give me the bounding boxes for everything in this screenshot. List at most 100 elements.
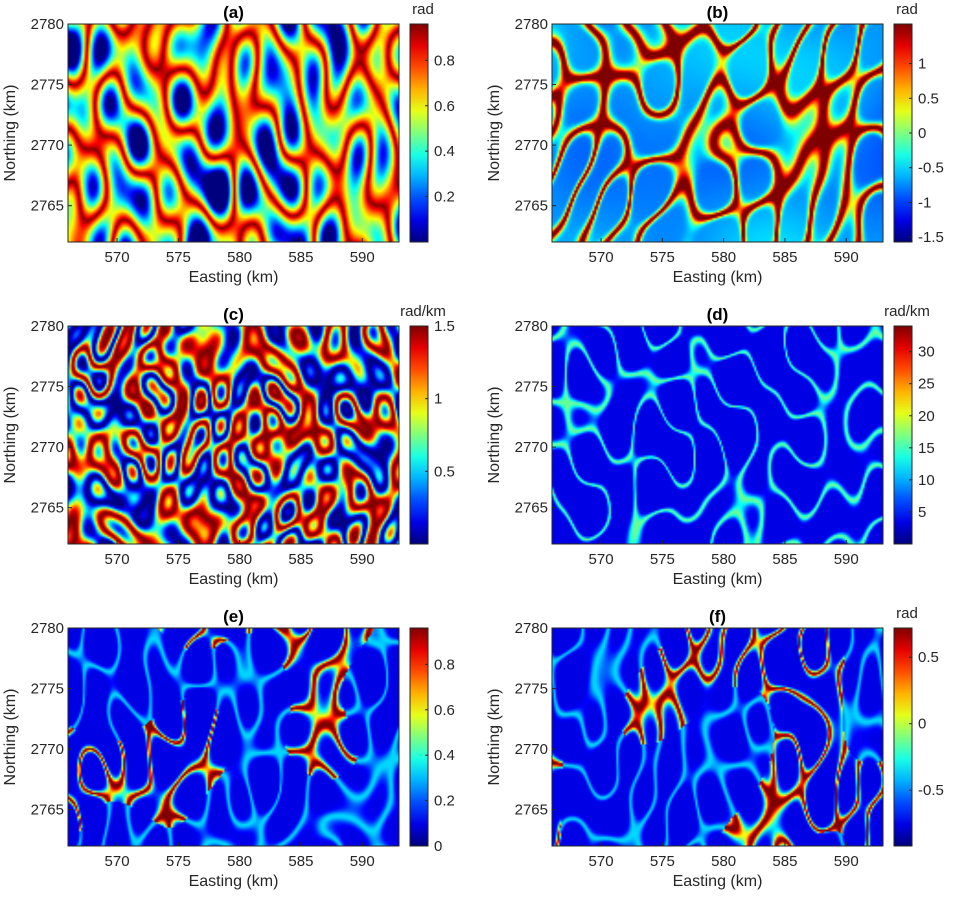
y-tick-label: 2770	[31, 137, 64, 154]
x-tick-label: 585	[288, 551, 313, 568]
x-tick-label: 585	[288, 853, 313, 870]
colorbar-tick-label: 0.8	[434, 52, 455, 69]
axes-box	[67, 23, 400, 243]
axes-box	[551, 627, 884, 847]
colorbar-tick-label: 25	[918, 376, 935, 393]
colorbar-tick-label: 0.4	[434, 143, 455, 160]
colorbar-tick-label: 0.6	[434, 98, 455, 115]
y-axis-label: Northing (km)	[2, 689, 19, 786]
chart-b: 570 575 580 585 590 2765 2770 2775 2780 (b) Eastin…	[486, 1, 944, 286]
colorbar-unit-label: rad	[412, 1, 434, 18]
colorbar-unit-label: rad	[896, 1, 918, 18]
chart-title: (b)	[707, 3, 729, 22]
x-tick-label: 575	[650, 551, 675, 568]
x-tick-label: 570	[105, 551, 130, 568]
y-tick-label: 2780	[515, 318, 548, 335]
x-tick-label: 580	[227, 249, 252, 266]
y-tick-label: 2765	[31, 802, 64, 819]
colorbar-tick-label: 1	[434, 391, 442, 408]
x-tick-label: 570	[589, 551, 614, 568]
y-tick-label: 2765	[515, 198, 548, 215]
x-axis-label: Easting (km)	[189, 873, 279, 890]
chart-f: 570 575 580 585 590 2765 2770 2775 2780 (f) Eastin…	[486, 605, 944, 890]
y-tick-label: 2765	[515, 802, 548, 819]
y-tick-label: 2775	[515, 77, 548, 94]
colorbar	[409, 23, 429, 243]
x-tick-label: 580	[711, 853, 736, 870]
colorbar	[893, 627, 913, 847]
x-axis-label: Easting (km)	[673, 571, 763, 588]
x-tick-label: 575	[166, 551, 191, 568]
y-tick-label: 2770	[31, 741, 64, 758]
colorbar-tick-label: 30	[918, 344, 935, 361]
chart-title: (d)	[707, 305, 729, 324]
x-tick-label: 590	[350, 551, 375, 568]
x-tick-label: 570	[589, 249, 614, 266]
colorbar-unit-label: rad	[896, 605, 918, 622]
x-axis-label: Easting (km)	[189, 571, 279, 588]
x-tick-label: 570	[589, 853, 614, 870]
x-tick-label: 590	[834, 551, 859, 568]
x-tick-label: 580	[711, 551, 736, 568]
colorbar-tick-label: -1	[918, 194, 931, 211]
colorbar	[409, 627, 429, 847]
colorbar-tick-label: 0.5	[918, 90, 939, 107]
y-tick-label: 2770	[31, 439, 64, 456]
y-axis-label: Northing (km)	[2, 387, 19, 484]
panel-f: 570 575 580 585 590 2765 2770 2775 2780 (f) Eastin…	[484, 604, 968, 905]
chart-title: (c)	[223, 305, 244, 324]
colorbar-tick-label: 0	[918, 716, 926, 733]
panel-b: 570 575 580 585 590 2765 2770 2775 2780 (b) Eastin…	[484, 0, 968, 301]
colorbar-unit-label: rad/km	[884, 303, 930, 320]
heatmap-image	[552, 326, 883, 544]
x-tick-label: 590	[834, 853, 859, 870]
panel-d: 570 575 580 585 590 2765 2770 2775 2780 (d) Eastin…	[484, 302, 968, 603]
x-tick-label: 575	[650, 853, 675, 870]
x-tick-label: 585	[772, 249, 797, 266]
x-tick-label: 580	[227, 853, 252, 870]
y-tick-label: 2770	[515, 137, 548, 154]
chart-e: 570 575 580 585 590 2765 2770 2775 2780 (e) Eastin…	[2, 607, 455, 890]
chart-title: (f)	[709, 607, 726, 626]
colorbar	[409, 325, 429, 545]
colorbar-tick-label: 0	[434, 838, 442, 855]
y-tick-label: 2780	[515, 620, 548, 637]
x-tick-label: 590	[350, 853, 375, 870]
x-tick-label: 575	[166, 249, 191, 266]
x-tick-label: 585	[772, 853, 797, 870]
y-tick-label: 2770	[515, 439, 548, 456]
axes-box	[67, 627, 400, 847]
heatmap-image	[68, 24, 399, 242]
y-tick-label: 2780	[31, 620, 64, 637]
colorbar-tick-label: 1	[918, 56, 926, 73]
y-tick-label: 2765	[31, 198, 64, 215]
axes-box	[551, 23, 884, 243]
chart-title: (a)	[223, 3, 244, 22]
colorbar-unit-label: rad/km	[400, 303, 446, 320]
colorbar-tick-label: 0.2	[434, 793, 455, 810]
colorbar	[893, 325, 913, 545]
x-tick-label: 580	[711, 249, 736, 266]
heatmap-image	[552, 628, 883, 846]
colorbar-tick-label: 5	[918, 504, 926, 521]
heatmap-image	[552, 24, 883, 242]
x-tick-label: 590	[350, 249, 375, 266]
chart-d: 570 575 580 585 590 2765 2770 2775 2780 (d) Eastin…	[486, 303, 935, 588]
y-tick-label: 2775	[31, 379, 64, 396]
colorbar-tick-label: 20	[918, 408, 935, 425]
y-tick-label: 2780	[515, 16, 548, 33]
x-tick-label: 585	[772, 551, 797, 568]
x-axis-label: Easting (km)	[673, 873, 763, 890]
y-tick-label: 2765	[515, 500, 548, 517]
colorbar-tick-label: 15	[918, 440, 935, 457]
y-tick-label: 2775	[515, 379, 548, 396]
x-tick-label: 590	[834, 249, 859, 266]
y-tick-label: 2775	[515, 681, 548, 698]
y-axis-label: Northing (km)	[2, 85, 19, 182]
colorbar-tick-label: 1.5	[434, 318, 455, 335]
x-tick-label: 570	[105, 249, 130, 266]
colorbar-tick-label: 10	[918, 472, 935, 489]
colorbar-tick-label: 0.4	[434, 747, 455, 764]
colorbar-tick-label: 0.6	[434, 702, 455, 719]
panel-c: 570 575 580 585 590 2765 2770 2775 2780 (c) Eastin…	[0, 302, 484, 603]
